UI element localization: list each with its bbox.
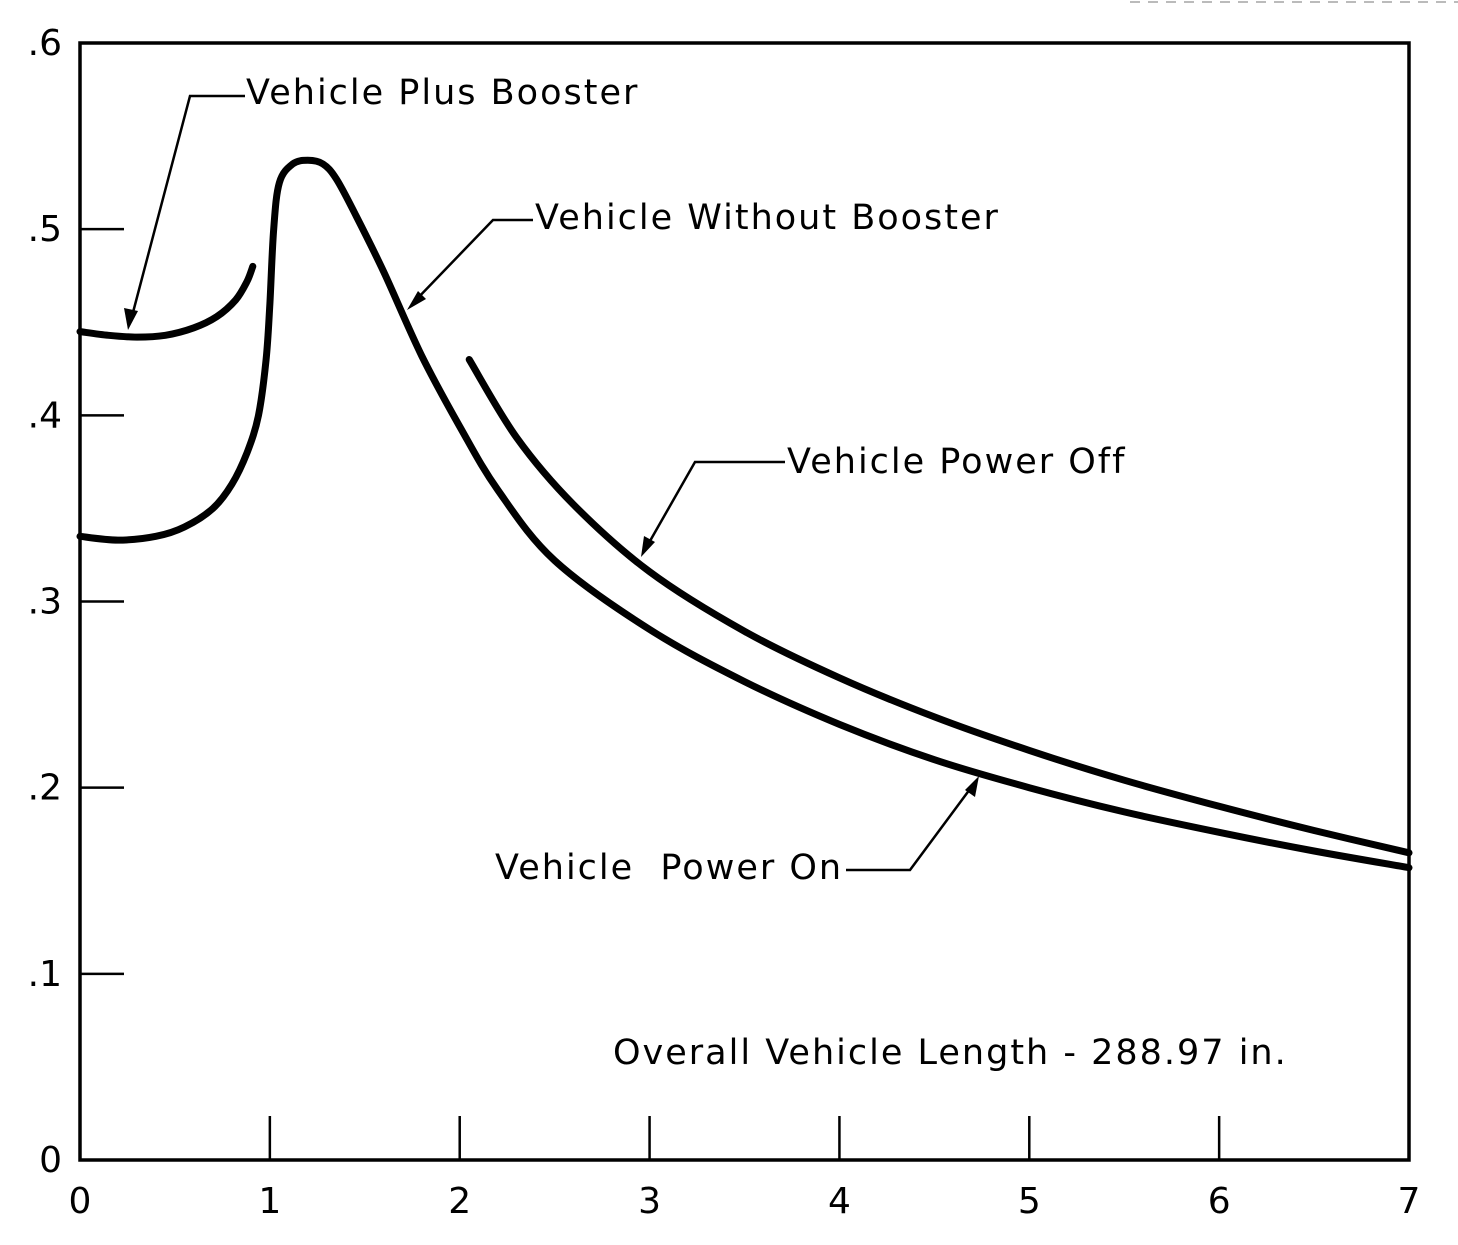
- y-tick-label-2: .2: [28, 768, 62, 809]
- x-axis-ticks: 0 1 2 3 4 5 6 7: [69, 1116, 1421, 1222]
- leader-vehicle-power-on: [846, 776, 979, 872]
- x-tick-label-5: 5: [1018, 1181, 1041, 1222]
- x-tick-label-1: 1: [258, 1181, 281, 1222]
- x-tick-label-2: 2: [448, 1181, 471, 1222]
- series-curves: [76, 156, 1413, 872]
- x-tick-label-3: 3: [638, 1181, 661, 1222]
- x-tick-label-6: 6: [1208, 1181, 1231, 1222]
- y-tick-label-5: .5: [28, 209, 62, 250]
- y-tick-label-1: .1: [28, 954, 62, 995]
- series-line-vehicle-without-booster: [76, 156, 1413, 872]
- label-overall-vehicle-length: Overall Vehicle Length - 288.97 in.: [613, 1033, 1288, 1073]
- y-tick-label-4: .4: [28, 395, 62, 436]
- leader-vehicle-without-booster: [407, 218, 533, 310]
- y-tick-label-0: 0: [39, 1140, 62, 1181]
- x-tick-label-4: 4: [828, 1181, 851, 1222]
- x-tick-label-7: 7: [1398, 1181, 1421, 1222]
- label-vehicle-power-off: Vehicle Power Off: [787, 442, 1126, 482]
- y-tick-label-6: .6: [28, 23, 62, 64]
- y-tick-label-3: .3: [28, 582, 62, 623]
- series-line-vehicle-plus-booster: [76, 262, 257, 341]
- leader-vehicle-plus-booster: [124, 94, 245, 330]
- label-vehicle-plus-booster: Vehicle Plus Booster: [246, 73, 639, 113]
- label-vehicle-power-on: Vehicle Power On: [495, 848, 843, 888]
- y-axis-ticks: 0 .1 .2 .3 .4 .5 .6: [28, 23, 124, 1181]
- leader-vehicle-power-off: [641, 460, 785, 557]
- series-line-vehicle-power-off: [465, 356, 1413, 857]
- x-tick-label-0: 0: [69, 1181, 92, 1222]
- label-vehicle-without-booster: Vehicle Without Booster: [535, 198, 1000, 238]
